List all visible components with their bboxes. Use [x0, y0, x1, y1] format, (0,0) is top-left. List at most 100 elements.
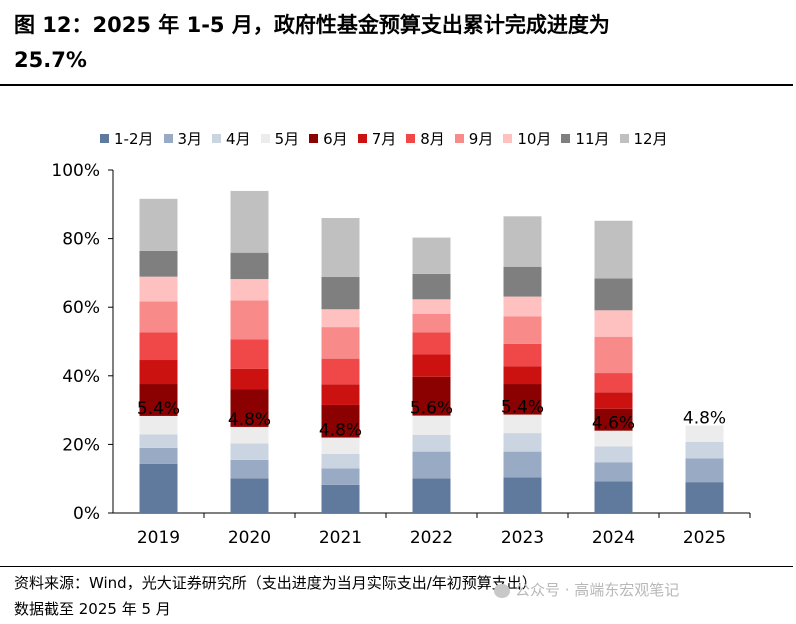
legend-item: 5月: [260, 128, 300, 149]
legend-swatch: [357, 133, 367, 143]
legend-item: 12月: [619, 128, 668, 149]
bar-segment: [685, 458, 724, 483]
legend-swatch: [100, 133, 109, 143]
legend-item: 9月: [454, 128, 494, 149]
legend-label: 12月: [633, 129, 668, 148]
bar-segment: [321, 277, 360, 310]
legend-swatch: [619, 133, 629, 143]
bar-segment: [594, 392, 633, 409]
bar-segment: [230, 300, 269, 340]
x-tick-label: 2025: [683, 528, 726, 548]
legend-label: 5月: [274, 129, 300, 148]
bar-segment: [139, 360, 178, 385]
bar-segment: [412, 415, 451, 435]
legend-swatch: [309, 133, 319, 143]
chart-legend: 1-2月 3月 4月 5月 6月 7月 8月 9月 10月 11月 12月: [100, 126, 678, 150]
watermark-text: 公众号 · 高端东宏观笔记: [515, 581, 680, 599]
bar-segment: [594, 220, 633, 279]
bar-segment: [321, 384, 360, 405]
legend-item: 10月: [503, 128, 551, 149]
legend-item: 1-2月: [100, 128, 154, 149]
legend-swatch: [503, 133, 513, 143]
legend-label: 7月: [371, 129, 397, 148]
bar-segment: [139, 301, 178, 333]
y-tick-label: 40%: [62, 367, 100, 387]
bar-segment: [594, 430, 633, 447]
bar-segment: [503, 343, 542, 367]
data-label: 4.8%: [319, 421, 362, 441]
footer-divider: [0, 566, 793, 567]
legend-swatch: [212, 133, 222, 143]
legend-label: 11月: [575, 129, 610, 148]
legend-label: 3月: [177, 129, 203, 148]
bar-segment: [139, 332, 178, 361]
bar-segment: [503, 414, 542, 434]
bar-segment: [321, 218, 360, 278]
bar-segment: [412, 313, 451, 333]
bar-segment: [230, 426, 269, 444]
x-tick-label: 2022: [410, 528, 453, 548]
bar-segment: [412, 478, 451, 513]
legend-label: 9月: [468, 129, 494, 148]
bar-segment: [321, 358, 360, 385]
bar-segment: [139, 250, 178, 277]
figure-title: 图 12：2025 年 1-5 月，政府性基金预算支出累计完成进度为 25.7%: [14, 8, 784, 78]
bar-segment: [685, 482, 724, 513]
legend-label: 4月: [226, 129, 251, 148]
bar-segment: [230, 252, 269, 280]
bar-segment: [321, 404, 360, 438]
bar-segment: [412, 354, 451, 377]
bar-segment: [503, 366, 542, 385]
bar-segment: [503, 316, 542, 344]
bar-segment: [685, 441, 724, 459]
bar-segment: [594, 310, 633, 337]
bar-segment: [230, 368, 269, 390]
bar-segment: [230, 478, 269, 513]
data-label: 4.8%: [683, 409, 726, 429]
legend-swatch: [406, 133, 416, 143]
bar-segment: [594, 336, 633, 374]
x-tick-label: 2019: [137, 528, 180, 548]
source-line-1: 资料来源：Wind，光大证券研究所（支出进度为当月实际支出/年初预算支出）: [14, 574, 537, 592]
bar-segment: [321, 454, 360, 469]
bar-segment: [412, 332, 451, 355]
legend-swatch: [260, 133, 270, 143]
legend-swatch: [454, 133, 464, 143]
bar-segment: [594, 446, 633, 463]
bar-segment: [594, 462, 633, 482]
bar-segment: [139, 463, 178, 513]
bar-segment: [321, 468, 360, 485]
bar-segment: [230, 339, 269, 369]
bar-segment: [139, 384, 178, 416]
bar-segment: [503, 451, 542, 478]
bar-segment: [503, 477, 542, 513]
bar-segment: [321, 327, 360, 359]
bar-segment: [139, 276, 178, 302]
x-tick-label: 2021: [319, 528, 362, 548]
bar-segment: [503, 216, 542, 267]
data-label: 4.6%: [592, 414, 635, 434]
legend-label: 8月: [420, 129, 445, 148]
bar-segment: [412, 273, 451, 300]
bar-segment: [321, 484, 360, 513]
data-label: 5.6%: [410, 399, 453, 419]
legend-item: 11月: [561, 128, 610, 149]
y-tick-label: 100%: [51, 161, 100, 181]
y-tick-label: 60%: [62, 298, 100, 318]
legend-item: 3月: [163, 128, 203, 149]
legend-swatch: [163, 133, 173, 143]
data-label: 5.4%: [137, 399, 180, 419]
source-note: 资料来源：Wind，光大证券研究所（支出进度为当月实际支出/年初预算支出） 数据…: [14, 570, 537, 622]
legend-label: 10月: [517, 129, 552, 148]
bar-segment: [594, 408, 633, 431]
bar-segment: [321, 309, 360, 328]
bar-segment: [412, 237, 451, 274]
bar-segment: [230, 279, 269, 301]
bar-segment: [594, 373, 633, 393]
bar-segment: [412, 376, 451, 416]
bar-segment: [594, 481, 633, 513]
bar-segment: [230, 190, 269, 253]
bar-segment: [139, 434, 178, 448]
figure-title-line-2: 25.7%: [14, 48, 87, 72]
bar-segment: [139, 447, 178, 464]
